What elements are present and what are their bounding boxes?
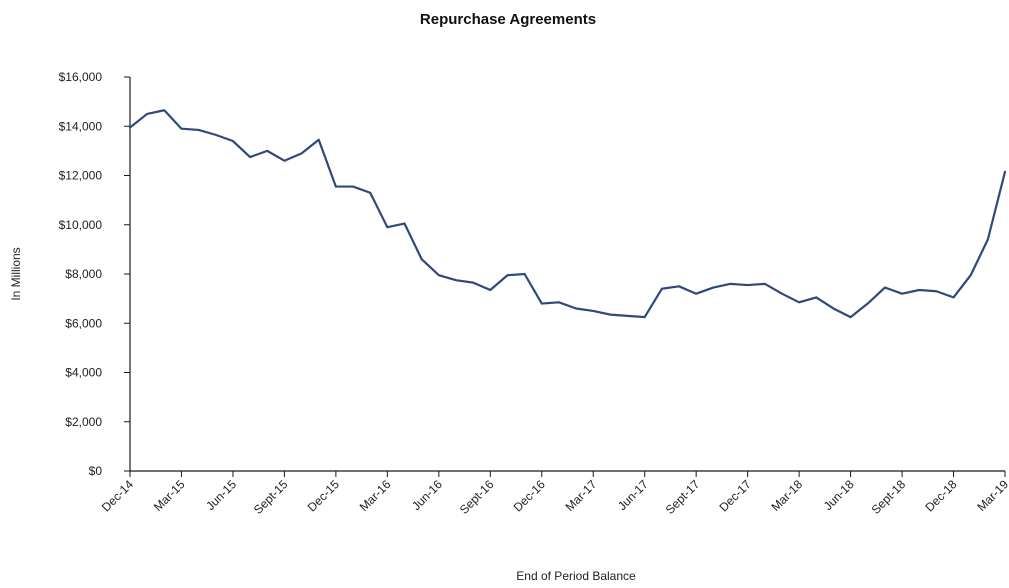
x-tick-label: Jun-18 [821,477,857,513]
y-axis-label: In Millions [9,247,23,300]
x-tick-label: Mar-19 [974,477,1009,514]
x-tick-label: Jun-17 [615,477,651,513]
x-tick-label: Sept-17 [663,477,703,517]
y-tick-label: $10,000 [59,218,103,232]
x-tick-label: Dec-18 [922,477,959,514]
y-tick-label: $4,000 [65,366,102,380]
x-tick-label: Sept-16 [457,477,497,517]
y-tick-label: $8,000 [65,267,102,281]
y-tick-label: $16,000 [59,70,103,84]
x-tick-label: Dec-17 [717,477,754,514]
y-axis: $0 $2,000 $4,000 $6,000 $8,000 $10,000 $12,000… [59,70,131,478]
series-layer [128,109,1007,319]
y-tick-label: $2,000 [65,415,102,429]
x-tick-label: Dec-16 [511,477,548,514]
series-line [128,109,1007,319]
x-tick-label: Mar-18 [768,477,805,514]
x-tick-label: Jun-15 [203,477,239,513]
x-tick-label: Mar-16 [357,477,394,514]
x-tick-label: Mar-15 [151,477,188,514]
x-axis-label: End of Period Balance [516,569,636,583]
x-tick-label: Sept-15 [251,477,291,517]
y-tick-label: $0 [89,464,103,478]
chart-title: Repurchase Agreements [420,11,596,28]
x-tick-label: Dec-15 [305,477,342,514]
y-tick-label: $12,000 [59,169,103,183]
x-tick-label: Mar-17 [563,477,600,514]
y-tick-label: $6,000 [65,316,102,330]
x-tick-label: Jun-16 [409,477,445,513]
x-tick-label: Sept-18 [869,477,909,517]
x-tick-label: Dec-14 [99,477,136,514]
x-axis: Dec-14 Mar-15 Jun-15 Sept-15 Dec-15 Mar-16 Jun… [99,470,1009,517]
y-tick-label: $14,000 [59,119,103,133]
